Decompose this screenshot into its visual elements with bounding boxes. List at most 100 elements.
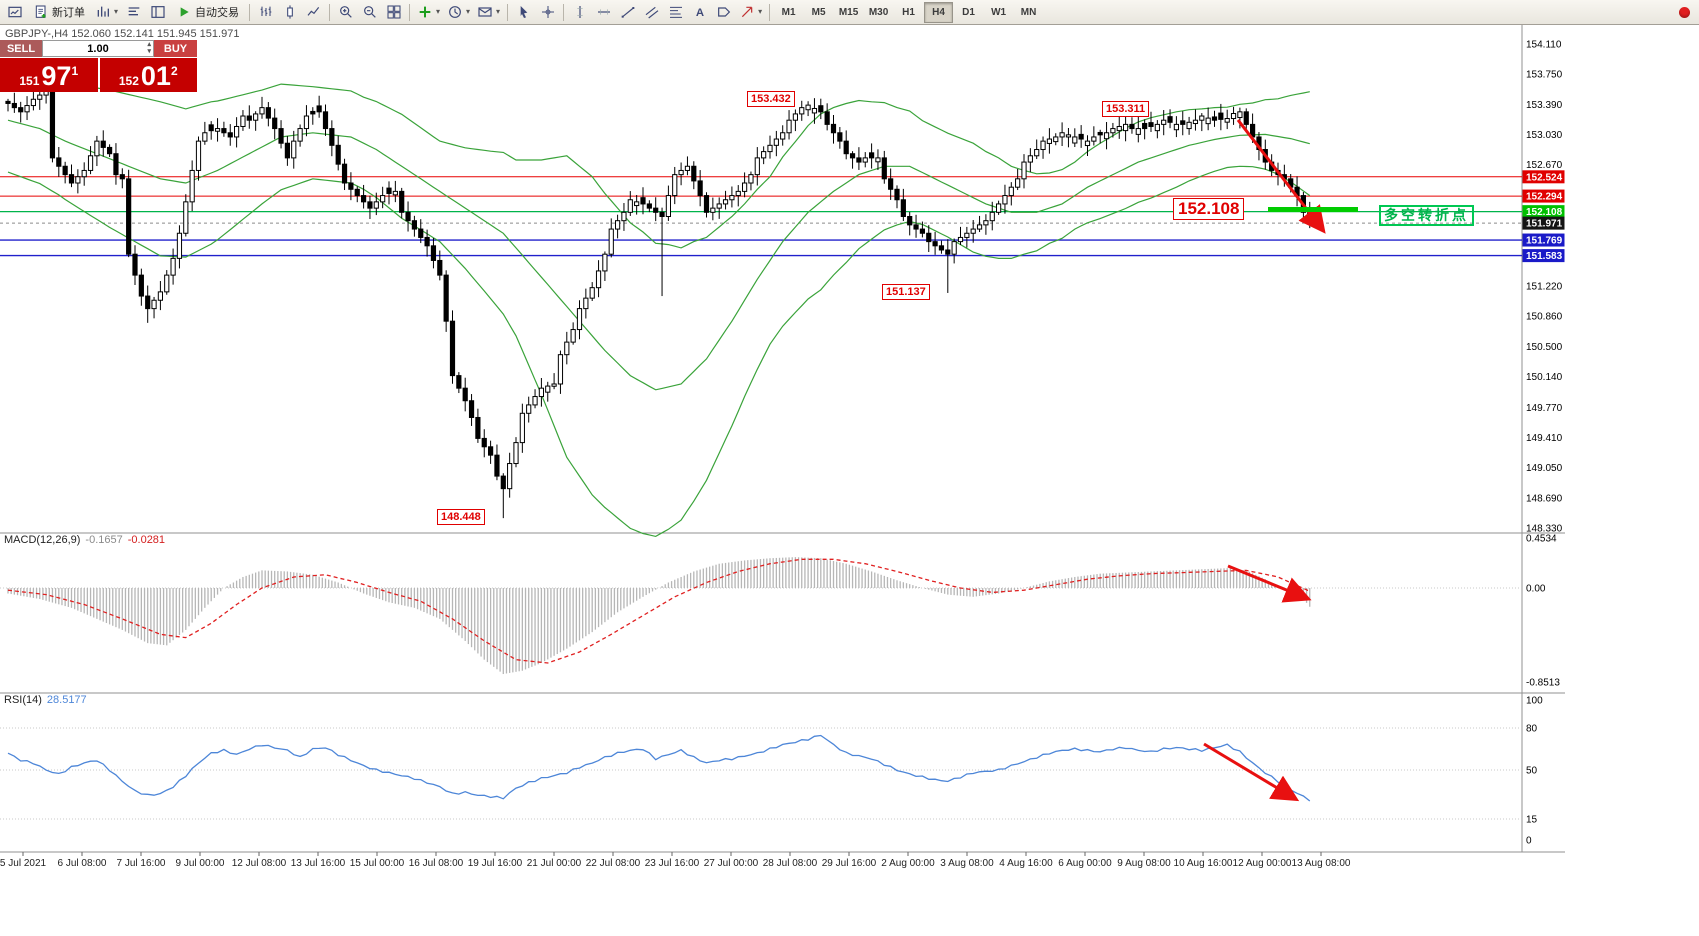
alert-icon[interactable]	[1679, 6, 1690, 18]
new-order-button[interactable]: 新订单	[27, 2, 91, 23]
cursor-button[interactable]	[512, 2, 535, 23]
label-button[interactable]	[712, 2, 735, 23]
rsi-value: 28.5177	[46, 694, 87, 706]
level-lines[interactable]	[0, 176, 1522, 257]
page-icon	[33, 4, 49, 20]
timeframe-m30-button[interactable]: M30	[868, 6, 889, 18]
lot-spinner[interactable]: ▴ ▾	[147, 41, 151, 55]
toolbar-separator	[563, 3, 565, 21]
chart-ohlc-title: GBPJPY-,H4 152.060 152.141 151.945 151.9…	[5, 28, 240, 40]
macd-histogram	[7, 557, 1311, 675]
lot-down-icon[interactable]: ▾	[147, 48, 151, 55]
price-label-151137[interactable]: 151.137	[882, 284, 930, 300]
macd-name: MACD(12,26,9)	[4, 534, 81, 546]
autotrading-button-label: 自动交易	[195, 7, 240, 19]
svg-text:15 Jul 00:00: 15 Jul 00:00	[350, 858, 405, 869]
vline-icon	[572, 4, 588, 20]
navigator-button[interactable]	[146, 2, 169, 23]
zoom-in-button[interactable]	[334, 2, 357, 23]
arrows-button[interactable]: ▾	[736, 2, 765, 23]
timeframe-mn-button[interactable]: MN	[1020, 6, 1037, 18]
buy-price-big: 01	[140, 61, 171, 91]
time-axis: 5 Jul 2021 6 Jul 08:00 7 Jul 16:00 9 Jul 00…	[0, 852, 1351, 869]
rsi-panel	[0, 727, 1522, 820]
horizontal-line-button[interactable]	[592, 2, 615, 23]
sell-price-prefix: 151	[19, 74, 40, 88]
sell-price[interactable]: 151 97 1	[0, 58, 98, 92]
timeframe-m15-button[interactable]: M15	[838, 6, 859, 18]
timeframe-m1-button[interactable]: M1	[781, 6, 796, 18]
timeframe-d1-button[interactable]: D1	[962, 6, 975, 18]
fibo-icon	[668, 4, 684, 20]
svg-text:6 Aug 00:00: 6 Aug 00:00	[1058, 858, 1112, 869]
svg-text:9 Jul 00:00: 9 Jul 00:00	[176, 858, 225, 869]
rsi-name: RSI(14)	[4, 694, 42, 706]
svg-text:21 Jul 00:00: 21 Jul 00:00	[527, 858, 582, 869]
buy-button[interactable]: BUY	[154, 40, 197, 57]
svg-text:13 Aug 08:00: 13 Aug 08:00	[1292, 858, 1351, 869]
periods-button[interactable]: ▾	[444, 2, 473, 23]
newchart-icon	[7, 4, 23, 20]
templates-button[interactable]: ▾	[474, 2, 503, 23]
svg-text:152.294: 152.294	[1526, 192, 1563, 203]
chevron-down-icon: ▾	[114, 7, 119, 16]
fibonacci-button[interactable]	[664, 2, 687, 23]
bar-chart-button[interactable]	[254, 2, 277, 23]
lot-up-icon[interactable]: ▴	[147, 41, 151, 48]
price-label-153432[interactable]: 153.432	[747, 91, 795, 107]
highlight-level-bar[interactable]	[1268, 207, 1358, 212]
candlestick-chart-button[interactable]	[278, 2, 301, 23]
crosshair-button[interactable]	[536, 2, 559, 23]
line-chart-button[interactable]	[302, 2, 325, 23]
price-label-153311[interactable]: 153.311	[1102, 101, 1150, 117]
macd-panel	[0, 557, 1522, 675]
svg-text:152.108: 152.108	[1526, 207, 1563, 218]
svg-text:10 Aug 16:00: 10 Aug 16:00	[1174, 858, 1233, 869]
buy-price[interactable]: 152 01 2	[99, 58, 197, 92]
svg-text:19 Jul 16:00: 19 Jul 16:00	[468, 858, 523, 869]
tile-icon	[386, 4, 402, 20]
svg-text:152.670: 152.670	[1526, 160, 1563, 171]
timeframe-h1-button[interactable]: H1	[902, 6, 915, 18]
trendline-button[interactable]	[616, 2, 639, 23]
timeframe-w1-button[interactable]: W1	[991, 6, 1007, 18]
svg-text:152.524: 152.524	[1526, 172, 1563, 183]
play-icon	[176, 4, 192, 20]
arrowmark-icon	[739, 4, 755, 20]
timeframe-h4-button[interactable]: H4	[924, 1, 954, 23]
svg-text:2 Aug 00:00: 2 Aug 00:00	[881, 858, 935, 869]
bollinger-bands	[7, 67, 1311, 538]
indicators-button[interactable]: ▾	[414, 2, 443, 23]
zoom-out-button[interactable]	[358, 2, 381, 23]
svg-text:3 Aug 08:00: 3 Aug 08:00	[940, 858, 994, 869]
svg-text:153.390: 153.390	[1526, 100, 1563, 111]
tile-windows-button[interactable]	[382, 2, 405, 23]
svg-text:-0.8513: -0.8513	[1526, 677, 1560, 688]
price-label-148448[interactable]: 148.448	[437, 509, 485, 525]
label-icon	[716, 4, 732, 20]
trend-arrows[interactable]	[1203, 119, 1326, 802]
text-button[interactable]	[688, 2, 711, 23]
svg-text:13 Jul 16:00: 13 Jul 16:00	[291, 858, 346, 869]
svg-text:153.030: 153.030	[1526, 130, 1563, 141]
autotrading-button[interactable]: 自动交易	[170, 2, 245, 23]
timeframe-m5-button[interactable]: M5	[811, 6, 826, 18]
svg-text:22 Jul 08:00: 22 Jul 08:00	[586, 858, 641, 869]
bars-icon	[258, 4, 274, 20]
vertical-line-button[interactable]	[568, 2, 591, 23]
sell-button[interactable]: SELL	[0, 40, 42, 57]
market-watch-button[interactable]	[122, 2, 145, 23]
new-order-button-label: 新订单	[52, 7, 85, 19]
turning-point-label[interactable]: 多空转折点	[1379, 205, 1474, 226]
new-chart-button[interactable]	[3, 2, 26, 23]
channel-button[interactable]	[640, 2, 663, 23]
price-label-152108[interactable]: 152.108	[1173, 198, 1245, 220]
chart-profiles-button[interactable]: ▾	[92, 2, 121, 23]
watch-icon	[126, 4, 142, 20]
lot-size-field[interactable]: 1.00 ▴ ▾	[42, 40, 154, 57]
svg-text:151.583: 151.583	[1526, 251, 1563, 262]
chevron-down-icon: ▾	[436, 7, 441, 16]
toolbar-separator	[249, 3, 251, 21]
